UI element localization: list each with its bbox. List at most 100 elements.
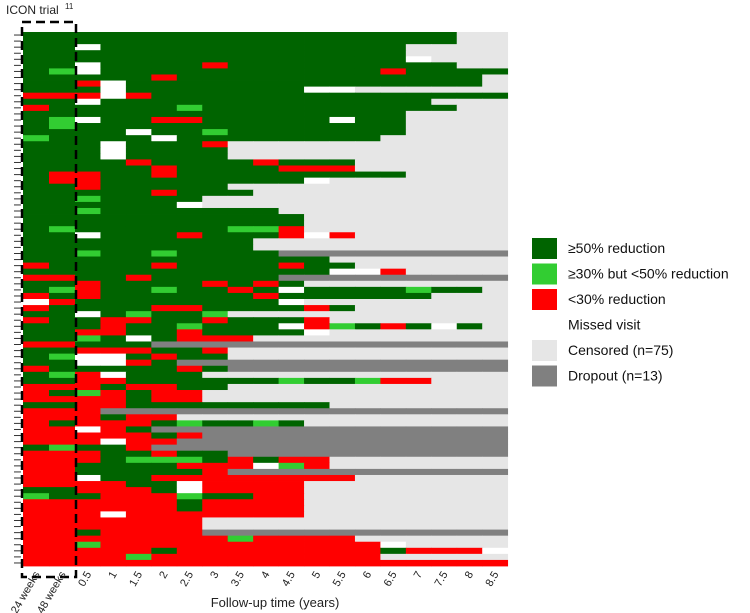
- heatmap-cell: [278, 553, 305, 561]
- heatmap-cell: [329, 535, 356, 543]
- heatmap-cell: [278, 414, 305, 421]
- heatmap-cell: [304, 487, 330, 494]
- heatmap-cell: [151, 462, 178, 470]
- heatmap-cell: [253, 377, 279, 385]
- heatmap-cell: [23, 517, 50, 524]
- heatmap-cell: [304, 462, 330, 470]
- heatmap-cell: [380, 147, 407, 154]
- heatmap-cell: [125, 116, 152, 124]
- heatmap-cell: [354, 353, 381, 361]
- heatmap-cell: [202, 280, 229, 288]
- heatmap-cell: [354, 438, 381, 446]
- heatmap-cell: [23, 511, 50, 518]
- heatmap-cell: [380, 274, 407, 282]
- heatmap-cell: [482, 116, 509, 124]
- heatmap-cell: [176, 317, 203, 324]
- heatmap-cell: [75, 104, 101, 112]
- heatmap-cell: [456, 450, 483, 458]
- heatmap-cell: [23, 523, 50, 530]
- heatmap-cell: [456, 292, 483, 300]
- heatmap-cell: [100, 159, 127, 166]
- heatmap-cell: [125, 311, 152, 318]
- heatmap-cell: [75, 317, 101, 324]
- heatmap-cell: [278, 98, 305, 106]
- heatmap-cell: [176, 171, 203, 179]
- y-axis-ticks: [14, 34, 21, 564]
- heatmap-cell: [227, 371, 254, 379]
- heatmap-cell: [49, 511, 76, 518]
- heatmap-cell: [329, 74, 356, 81]
- heatmap-cell: [354, 408, 381, 415]
- heatmap-cell: [75, 462, 101, 470]
- heatmap-cell: [380, 408, 407, 415]
- heatmap-cell: [176, 517, 203, 524]
- heatmap-cell: [354, 341, 381, 348]
- heatmap-cell: [405, 468, 432, 476]
- heatmap-cell: [23, 92, 50, 100]
- heatmap-cell: [227, 523, 254, 530]
- heatmap-cell: [329, 165, 356, 172]
- heatmap-cell: [329, 511, 356, 518]
- heatmap-cell: [278, 323, 305, 330]
- heatmap-cell: [202, 262, 229, 270]
- heatmap-cell: [329, 135, 356, 142]
- heatmap-cell: [253, 177, 279, 185]
- heatmap-cell: [278, 56, 305, 63]
- heatmap-cell: [100, 420, 127, 427]
- heatmap-cell: [202, 129, 229, 136]
- heatmap-cell: [253, 50, 279, 57]
- heatmap-cell: [329, 317, 356, 324]
- heatmap-cell: [456, 256, 483, 263]
- heatmap-cell: [405, 74, 432, 81]
- heatmap-cell: [278, 481, 305, 488]
- heatmap-cell: [202, 505, 229, 512]
- heatmap-cell: [176, 201, 203, 209]
- heatmap-cell: [75, 305, 101, 312]
- heatmap-cell: [151, 116, 178, 124]
- heatmap-cell: [431, 335, 458, 342]
- heatmap-cell: [75, 547, 101, 555]
- heatmap-cell: [253, 408, 279, 415]
- heatmap-cell: [482, 305, 509, 312]
- heatmap-cell: [482, 74, 509, 81]
- heatmap-cell: [75, 153, 101, 160]
- heatmap-cell: [329, 347, 356, 355]
- heatmap-cell: [304, 207, 330, 215]
- heatmap-cell: [227, 329, 254, 336]
- heatmap-cell: [202, 383, 229, 391]
- heatmap-cell: [278, 383, 305, 391]
- legend-label: Dropout (n=13): [568, 368, 663, 384]
- heatmap-cell: [278, 396, 305, 403]
- heatmap-cell: [253, 402, 279, 409]
- heatmap-cell: [23, 147, 50, 154]
- heatmap-cell: [456, 547, 483, 555]
- heatmap-cell: [75, 517, 101, 524]
- heatmap-cell: [354, 268, 381, 276]
- heatmap-cell: [100, 335, 127, 342]
- heatmap-cell: [176, 238, 203, 245]
- heatmap-cell: [380, 183, 407, 191]
- heatmap-cell: [125, 365, 152, 373]
- heatmap-cell: [456, 365, 483, 373]
- heatmap-cell: [380, 517, 407, 524]
- heatmap-cell: [49, 292, 76, 300]
- heatmap-cell: [354, 159, 381, 166]
- heatmap-cell: [202, 481, 229, 488]
- heatmap-cell: [151, 171, 178, 179]
- heatmap-cell: [253, 432, 279, 439]
- heatmap-cell: [202, 214, 229, 221]
- heatmap-cell: [354, 305, 381, 312]
- heatmap-cell: [354, 420, 381, 427]
- heatmap-cell: [431, 450, 458, 458]
- heatmap-cell: [304, 141, 330, 148]
- heatmap-cell: [125, 299, 152, 306]
- heatmap-cell: [253, 547, 279, 555]
- heatmap-cell: [176, 547, 203, 555]
- heatmap-cell: [405, 505, 432, 512]
- heatmap-cell: [456, 426, 483, 433]
- heatmap-cell: [75, 32, 101, 39]
- heatmap-cell: [354, 547, 381, 555]
- heatmap-cell: [202, 329, 229, 336]
- heatmap-cell: [23, 305, 50, 312]
- heatmap-cell: [75, 371, 101, 379]
